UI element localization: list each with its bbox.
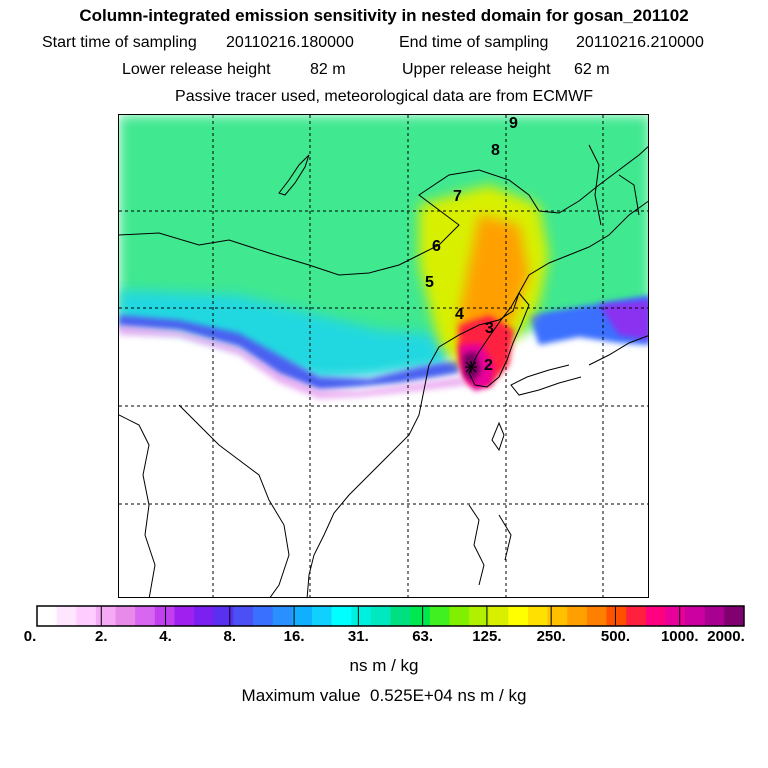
trajectory-label: 5 bbox=[425, 274, 434, 291]
colorbar-cell bbox=[429, 606, 450, 626]
colorbar-cell bbox=[547, 606, 568, 626]
coast-philippines bbox=[468, 504, 512, 586]
colorbar bbox=[36, 605, 745, 627]
colorbar-cell bbox=[469, 606, 490, 626]
colorbar-cell bbox=[685, 606, 706, 626]
colorbar-cell bbox=[410, 606, 431, 626]
trajectory-label: 2 bbox=[484, 357, 493, 374]
trajectory-label: 7 bbox=[453, 188, 462, 205]
maximum-label: Maximum value bbox=[241, 686, 361, 705]
colorbar-cell bbox=[311, 606, 333, 626]
start-time-label: Start time of sampling bbox=[42, 34, 197, 51]
maximum-value: 0.525E+04 bbox=[370, 686, 453, 705]
sensitivity-field bbox=[119, 115, 648, 399]
colorbar-cell bbox=[331, 606, 352, 626]
lower-height-label: Lower release height bbox=[122, 61, 271, 78]
colorbar-cell bbox=[704, 606, 725, 626]
field-blue-edge bbox=[119, 315, 459, 390]
colorbar-tick-label: 4. bbox=[159, 628, 172, 645]
colorbar-cell bbox=[508, 606, 529, 626]
colorbar-cell bbox=[665, 606, 686, 626]
coast-sakhalin bbox=[588, 144, 640, 226]
release-point-marker bbox=[465, 361, 477, 373]
chart-title: Column-integrated emission sensitivity i… bbox=[79, 6, 689, 25]
colorbar-cell bbox=[135, 606, 156, 626]
colorbar-cell bbox=[626, 606, 647, 626]
colorbar-frame bbox=[36, 605, 745, 627]
coast-north-border bbox=[119, 146, 648, 276]
colorbar-cell bbox=[449, 606, 470, 626]
colorbar-cell bbox=[272, 606, 293, 626]
colorbar-cell bbox=[586, 606, 608, 626]
colorbar-cell bbox=[606, 606, 627, 626]
colorbar-cell bbox=[645, 606, 666, 626]
colorbar-cell bbox=[154, 606, 175, 626]
colorbar-tick-label: 63. bbox=[412, 628, 434, 645]
colorbar-tick-label: 250. bbox=[536, 628, 566, 645]
upper-height-value: 62 m bbox=[574, 61, 610, 78]
coast-korea bbox=[468, 292, 530, 388]
coast-lake bbox=[278, 154, 310, 196]
field-east-purple bbox=[599, 300, 648, 340]
trajectory-label: 9 bbox=[509, 115, 518, 132]
end-time-label: End time of sampling bbox=[399, 34, 549, 51]
colorbar-cells bbox=[37, 606, 745, 626]
coast-south bbox=[119, 404, 290, 597]
colorbar-tick-label: 2000. bbox=[707, 628, 745, 645]
trajectory-label: 6 bbox=[432, 238, 441, 255]
coast-japan bbox=[510, 335, 648, 396]
trajectory-labels: 2 3 4 5 6 7 89 bbox=[425, 115, 518, 374]
colorbar-tick-label: 500. bbox=[600, 628, 631, 645]
colorbar-tick-label: 31. bbox=[347, 628, 369, 645]
info-line: Passive tracer used, meteorological data… bbox=[175, 88, 593, 105]
end-time-value: 20110216.210000 bbox=[576, 34, 704, 51]
field-purple-edge bbox=[119, 325, 469, 399]
colorbar-tick-label: 125. bbox=[472, 628, 502, 645]
colorbar-cell bbox=[194, 606, 215, 626]
coastlines bbox=[119, 144, 648, 597]
lat-lon-grid bbox=[119, 115, 648, 597]
colorbar-cell bbox=[115, 606, 136, 626]
colorbar-tick-label: 2. bbox=[95, 628, 108, 645]
colorbar-cell bbox=[233, 606, 254, 626]
lower-height-value: 82 m bbox=[310, 61, 346, 78]
colorbar-cell bbox=[174, 606, 195, 626]
colorbar-cell bbox=[292, 606, 313, 626]
colorbar-cell bbox=[253, 606, 274, 626]
colorbar-cell bbox=[213, 606, 234, 626]
trajectory-label: 3 bbox=[485, 320, 494, 337]
colorbar-cell bbox=[567, 606, 588, 626]
colorbar-cell bbox=[527, 606, 549, 626]
colorbar-unit: ns m / kg bbox=[349, 656, 419, 675]
colorbar-cell bbox=[76, 606, 97, 626]
colorbar-cell bbox=[37, 606, 58, 626]
colorbar-dividers bbox=[100, 606, 681, 626]
colorbar-cell bbox=[724, 606, 745, 626]
colorbar-tick-label: 16. bbox=[283, 628, 305, 645]
upper-height-label: Upper release height bbox=[402, 61, 551, 78]
colorbar-cell bbox=[351, 606, 372, 626]
colorbar-tick-labels: 0. 2. 4. 8. 16. 31. 63. 125. 250. 500. 1000. 2000. bbox=[0, 628, 768, 650]
maximum-value-line: Maximum value 0.525E+04 ns m / kg bbox=[0, 686, 768, 706]
colorbar-cell bbox=[56, 606, 77, 626]
colorbar-tick-label: 0. bbox=[23, 628, 37, 645]
colorbar-cell bbox=[370, 606, 391, 626]
trajectory-label: 4 bbox=[455, 306, 464, 323]
coast-china-east bbox=[306, 200, 648, 597]
coast-taiwan bbox=[491, 421, 505, 452]
colorbar-tick-label: 8. bbox=[223, 628, 237, 645]
colorbar-cell bbox=[390, 606, 411, 626]
trajectory-label: 8 bbox=[491, 142, 500, 159]
maximum-unit: ns m / kg bbox=[457, 686, 527, 705]
colorbar-cell bbox=[95, 606, 117, 626]
colorbar-tick-label: 1000. bbox=[660, 628, 699, 645]
sensitivity-map: 2 3 4 5 6 7 89 bbox=[119, 115, 648, 597]
start-time-value: 20110216.180000 bbox=[226, 34, 354, 51]
field-cyan-lower bbox=[119, 290, 449, 380]
colorbar-cell bbox=[488, 606, 509, 626]
